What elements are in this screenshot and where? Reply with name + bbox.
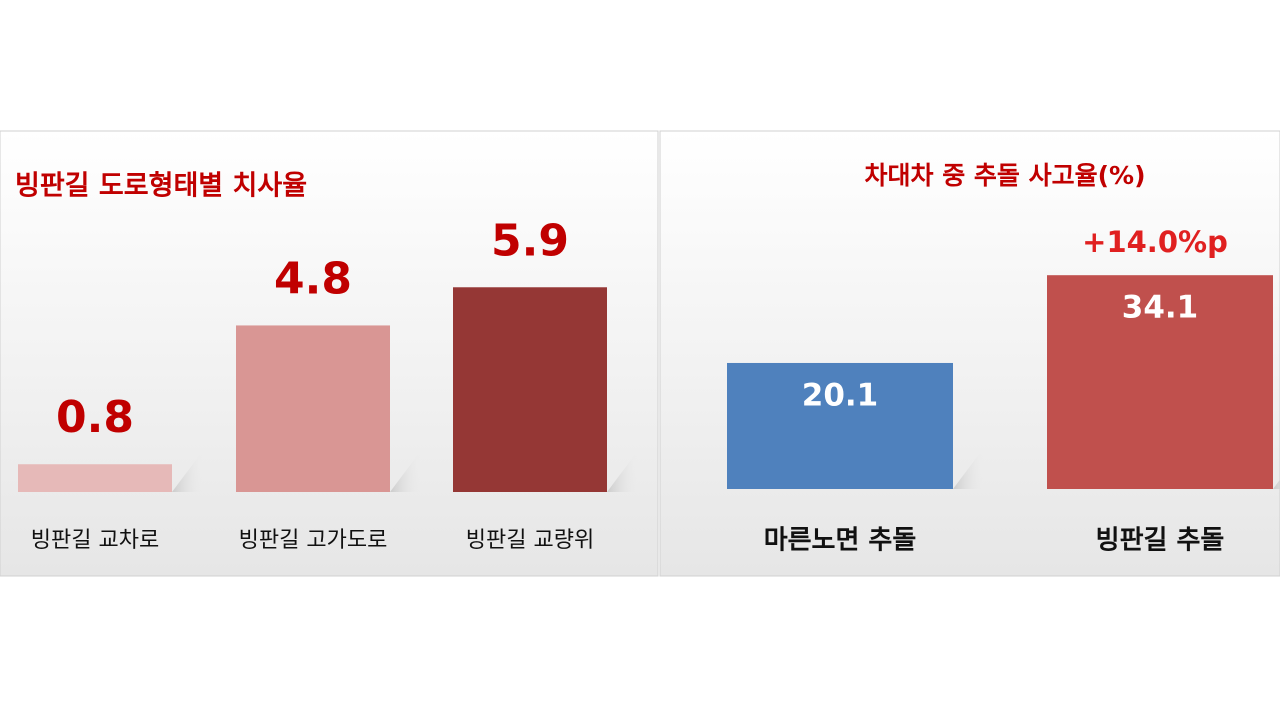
bar-shadow xyxy=(390,452,420,492)
x-tick-label: 빙판길 교차로 xyxy=(31,528,159,553)
value-label: 5.9 xyxy=(491,215,569,266)
x-tick-label: 빙판길 고가도로 xyxy=(239,528,388,553)
bar xyxy=(18,464,172,492)
bar xyxy=(727,362,953,489)
annotation: +14.0%p xyxy=(1082,225,1228,259)
bar-shadow xyxy=(172,452,202,492)
chart-title: 빙판길 도로형태별 치사율 xyxy=(15,171,307,202)
value-label: 4.8 xyxy=(274,253,352,304)
bar-shadow xyxy=(1273,479,1280,489)
bar xyxy=(1047,275,1273,489)
value-label: 34.1 xyxy=(1122,290,1199,326)
chart-title: 차대차 중 추돌 사고율(%) xyxy=(864,161,1145,190)
x-tick-label: 빙판길 추돌 xyxy=(1096,526,1225,556)
x-tick-label: 마른노면 추돌 xyxy=(764,526,917,556)
value-label: 20.1 xyxy=(802,377,879,413)
bar-shadow xyxy=(607,452,637,492)
x-tick-label: 빙판길 교량위 xyxy=(466,528,594,553)
bar-shadow xyxy=(953,449,983,489)
value-label: 0.8 xyxy=(56,392,134,443)
bar xyxy=(236,325,390,492)
bar xyxy=(453,287,607,492)
